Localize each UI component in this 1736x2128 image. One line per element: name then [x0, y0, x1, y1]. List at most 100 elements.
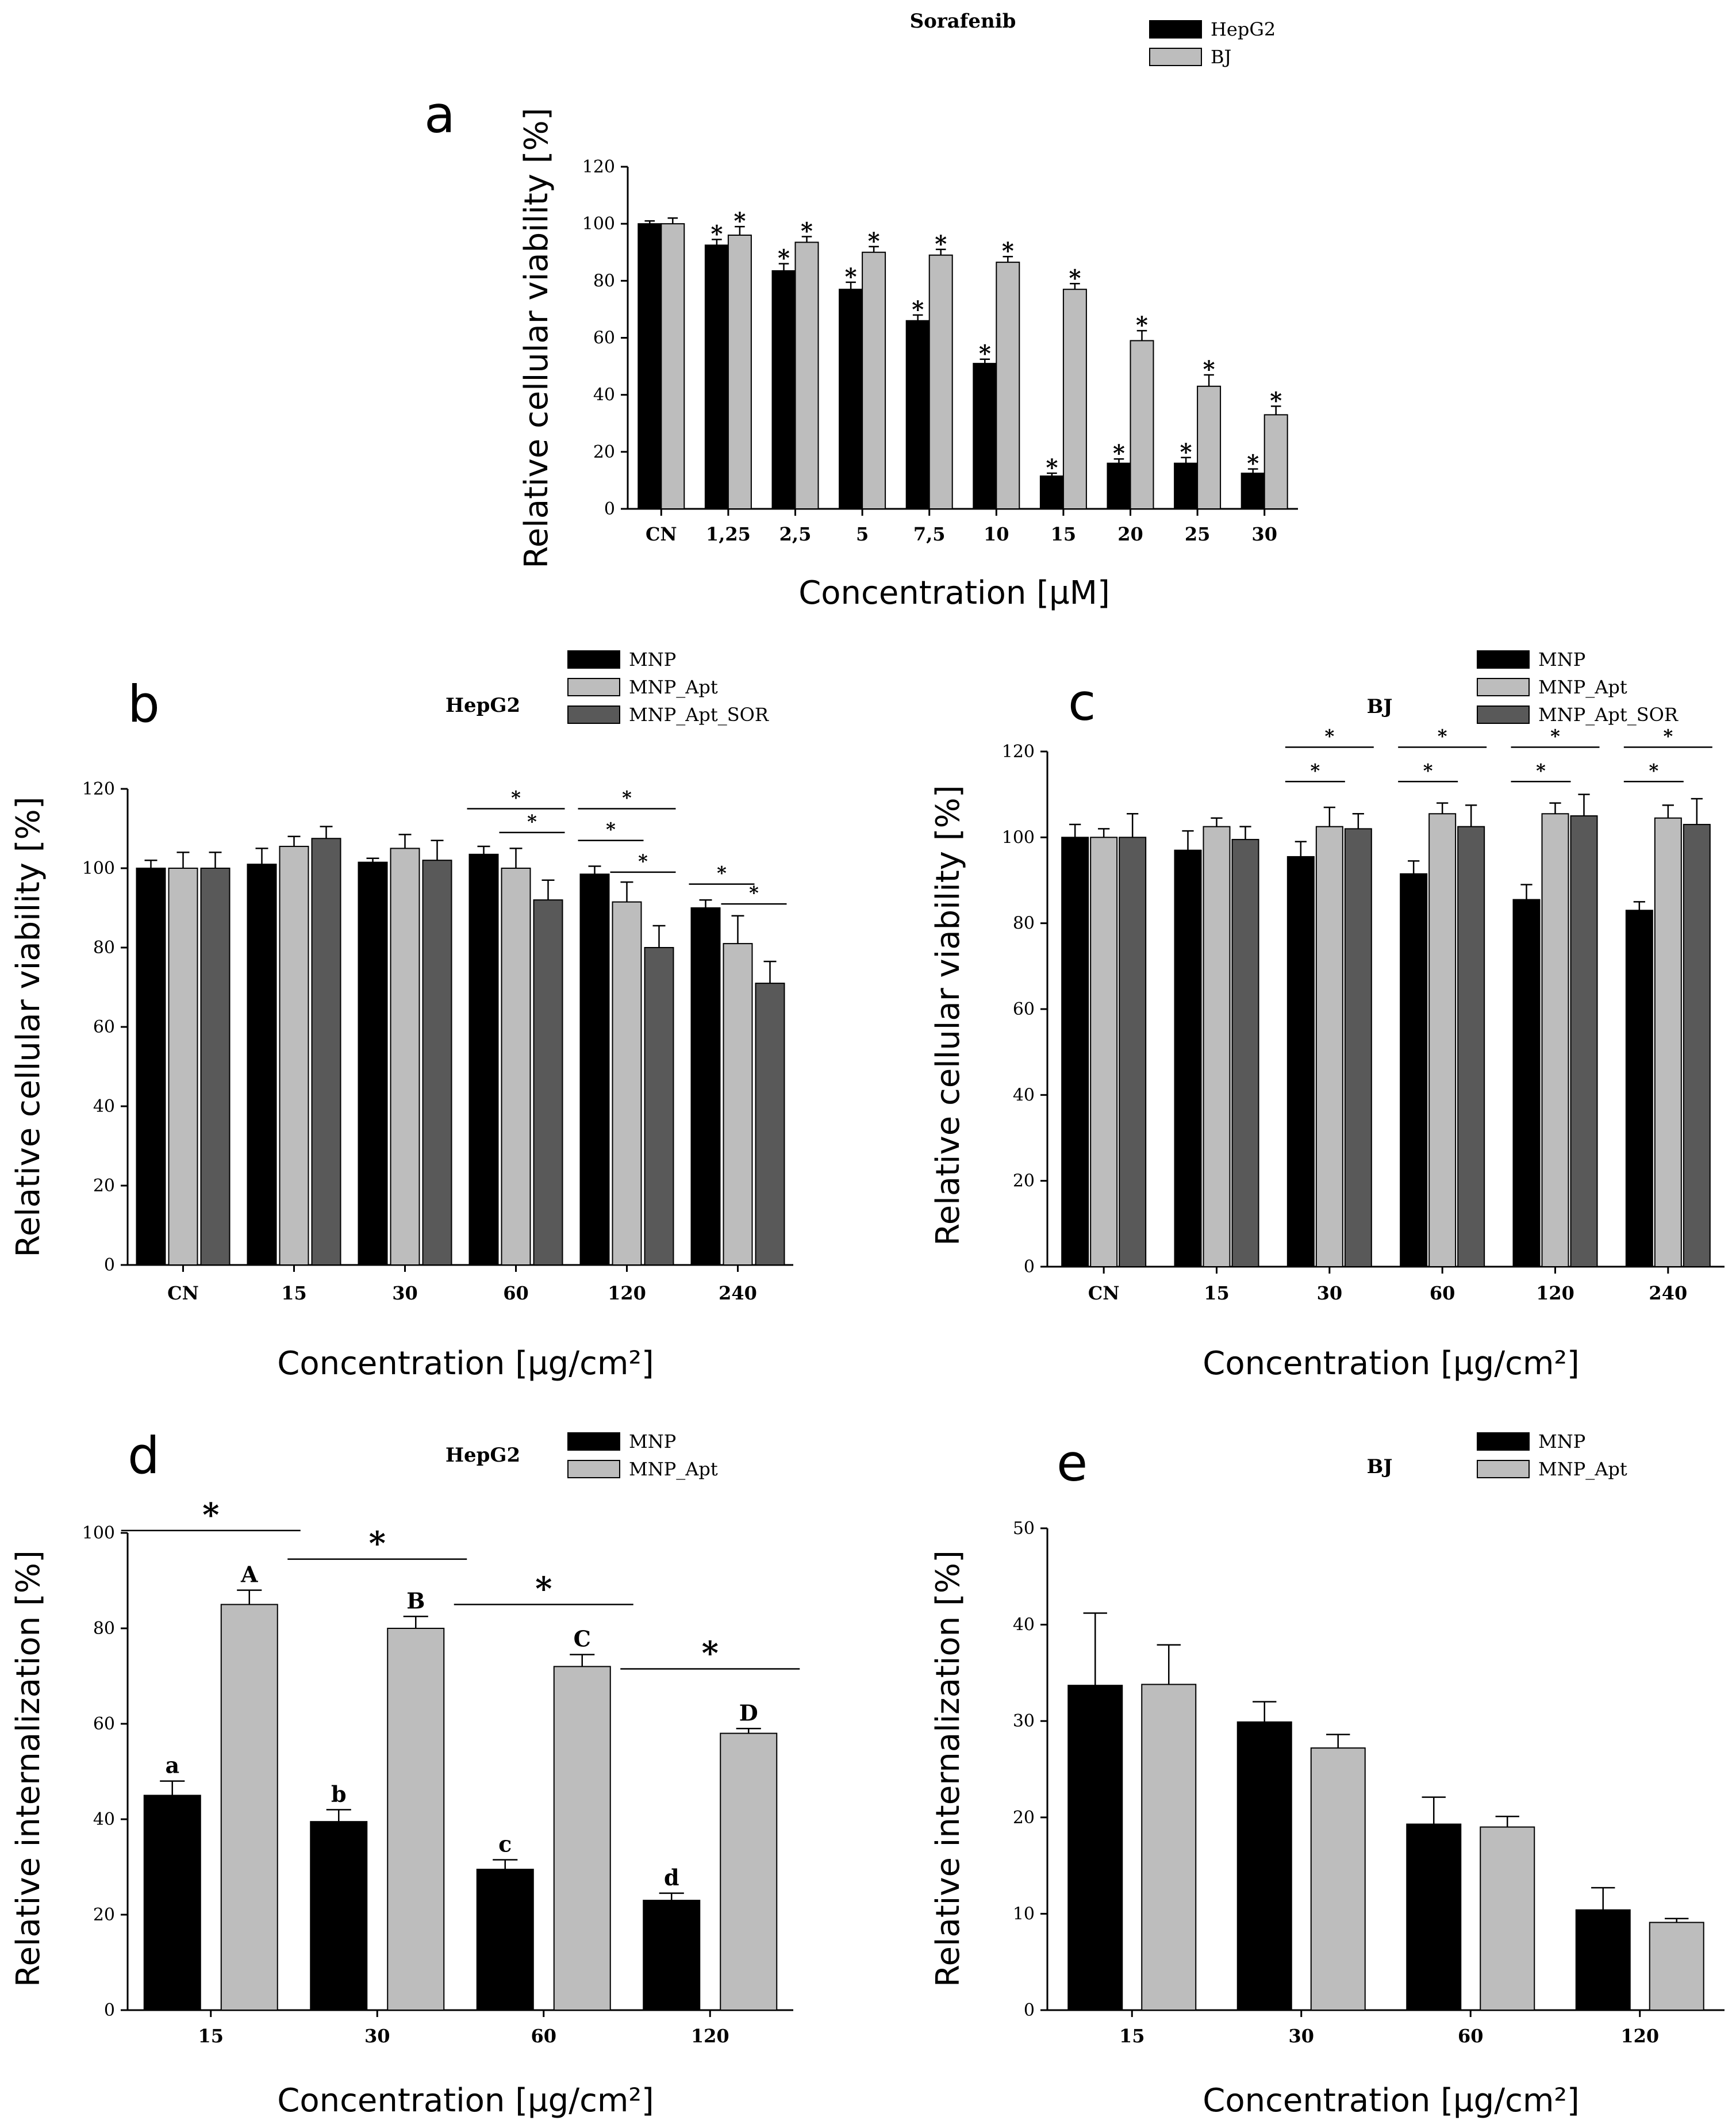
significance-star: *: [710, 220, 723, 247]
bar-MNP: [1067, 1685, 1123, 2011]
bar-MNP_Apt: [553, 1666, 611, 2011]
bar-MNP_Apt_SOR: [644, 947, 674, 1266]
significance-star: *: [801, 217, 813, 244]
bar-MNP: [1061, 837, 1089, 1268]
y-axis-label: Relative cellular viability [%]: [930, 785, 967, 1245]
chart-panel-e: e BJ Concentration [µg/cm²] Relative intern…: [930, 1431, 1725, 2119]
y-axis-label: Relative internalization [%]: [10, 1550, 47, 1987]
x-tick-label: 30: [364, 2025, 390, 2047]
significance-star: *: [733, 208, 746, 235]
y-tick-label: 80: [1013, 914, 1035, 934]
x-axis-label: Concentration [µg/cm²]: [1203, 1345, 1579, 1382]
significance-star: *: [717, 862, 727, 884]
bar-MNP_Apt: [220, 1604, 278, 2011]
y-tick-label: 40: [593, 385, 615, 405]
significance-star: *: [749, 882, 759, 904]
x-tick-label: 60: [531, 2025, 556, 2047]
bar-BJ: [862, 251, 886, 509]
bar-MNP_Apt_SOR: [1119, 837, 1147, 1268]
bar-BJ: [794, 241, 819, 509]
x-axis-label: Concentration [µg/cm²]: [277, 2082, 654, 2119]
x-tick-label: 120: [1536, 1282, 1574, 1304]
y-tick-label: 100: [82, 1523, 115, 1543]
significance-star: *: [1536, 760, 1546, 781]
y-tick-label: 60: [93, 1714, 115, 1734]
bar-BJ: [1263, 414, 1288, 509]
legend-label: MNP_Apt: [629, 1458, 718, 1480]
bar-BJ: [928, 254, 953, 509]
significance-star: *: [1002, 237, 1014, 264]
legend-swatch-BJ: [1149, 48, 1202, 66]
bar-MNP: [1512, 899, 1541, 1267]
chart-panel-a: a Sorafenib Concentration [µM] Relative cel…: [424, 10, 1298, 612]
y-tick-label: 60: [593, 328, 615, 348]
significance-star: *: [845, 263, 857, 290]
x-tick-label: 5: [856, 523, 869, 545]
group-letter: b: [331, 1781, 347, 1807]
y-tick-label: 60: [93, 1017, 115, 1037]
bar-MNP: [358, 861, 388, 1266]
bar-MNP_Apt: [1310, 1747, 1366, 2011]
x-tick-label: 20: [1117, 523, 1143, 545]
bar-MNP_Apt: [279, 846, 309, 1266]
bar-MNP_Apt: [1541, 813, 1569, 1268]
legend-label: MNP_Apt_SOR: [1538, 704, 1679, 726]
significance-star: *: [1423, 760, 1433, 781]
legend-swatch-MNP_Apt: [1477, 678, 1530, 696]
x-tick-label: 240: [1649, 1282, 1687, 1304]
bar-MNP: [579, 873, 610, 1266]
significance-star: *: [511, 787, 521, 809]
y-tick-label: 0: [104, 2000, 115, 2020]
bar-BJ: [660, 223, 685, 509]
bar-HepG2: [704, 244, 729, 509]
chart-title: HepG2: [445, 1444, 520, 1467]
bar-HepG2: [1240, 473, 1265, 509]
bar-MNP_Apt: [1090, 837, 1118, 1268]
legend-label: MNP: [1538, 1431, 1585, 1452]
bar-MNP_Apt_SOR: [1457, 826, 1485, 1267]
significance-star: *: [1203, 356, 1215, 383]
bar-MNP_Apt_SOR: [422, 860, 452, 1266]
bar-MNP_Apt_SOR: [200, 868, 231, 1266]
bar-MNP_Apt_SOR: [311, 838, 341, 1266]
panel-letter: d: [128, 1426, 160, 1485]
significance-star: *: [1113, 440, 1125, 467]
x-tick-label: 15: [1051, 523, 1077, 545]
significance-star: *: [1247, 450, 1259, 477]
x-tick-label: CN: [646, 523, 677, 545]
bar-MNP: [1400, 873, 1428, 1268]
y-tick-label: 120: [1002, 742, 1035, 762]
x-tick-label: 60: [1430, 1282, 1455, 1304]
bar-MNP_Apt_SOR: [1344, 828, 1372, 1267]
bar-MNP_Apt: [1480, 1826, 1535, 2011]
x-tick-label: 120: [1620, 2025, 1659, 2047]
bar-MNP: [247, 864, 277, 1266]
bar-MNP_Apt: [501, 868, 531, 1266]
significance-star: *: [1663, 726, 1673, 747]
x-tick-label: CN: [167, 1282, 199, 1304]
y-tick-label: 20: [1013, 1808, 1035, 1828]
chart-title: BJ: [1367, 695, 1393, 718]
significance-star: *: [369, 1525, 386, 1563]
x-axis-label: Concentration [µM]: [798, 574, 1110, 612]
bar-HepG2: [839, 289, 863, 509]
y-tick-label: 20: [93, 1176, 115, 1196]
panel-letter: e: [1057, 1433, 1088, 1493]
significance-star: *: [535, 1570, 552, 1608]
significance-star: *: [622, 787, 632, 809]
legend-swatch-MNP: [567, 650, 620, 669]
y-tick-label: 40: [93, 1096, 115, 1117]
x-axis-label: Concentration [µg/cm²]: [277, 1345, 654, 1382]
chart-title: Sorafenib: [910, 10, 1016, 33]
bar-BJ: [1062, 289, 1087, 509]
significance-star: *: [1649, 760, 1658, 781]
significance-star: *: [202, 1496, 219, 1534]
y-tick-label: 80: [93, 1619, 115, 1639]
significance-star: *: [1324, 726, 1334, 747]
bar-MNP_Apt: [1649, 1922, 1704, 2011]
bar-HepG2: [1107, 462, 1131, 510]
bar-HepG2: [771, 270, 796, 509]
y-tick-label: 0: [104, 1255, 115, 1275]
bar-MNP_Apt_SOR: [533, 899, 563, 1266]
bar-MNP: [143, 1795, 201, 2011]
